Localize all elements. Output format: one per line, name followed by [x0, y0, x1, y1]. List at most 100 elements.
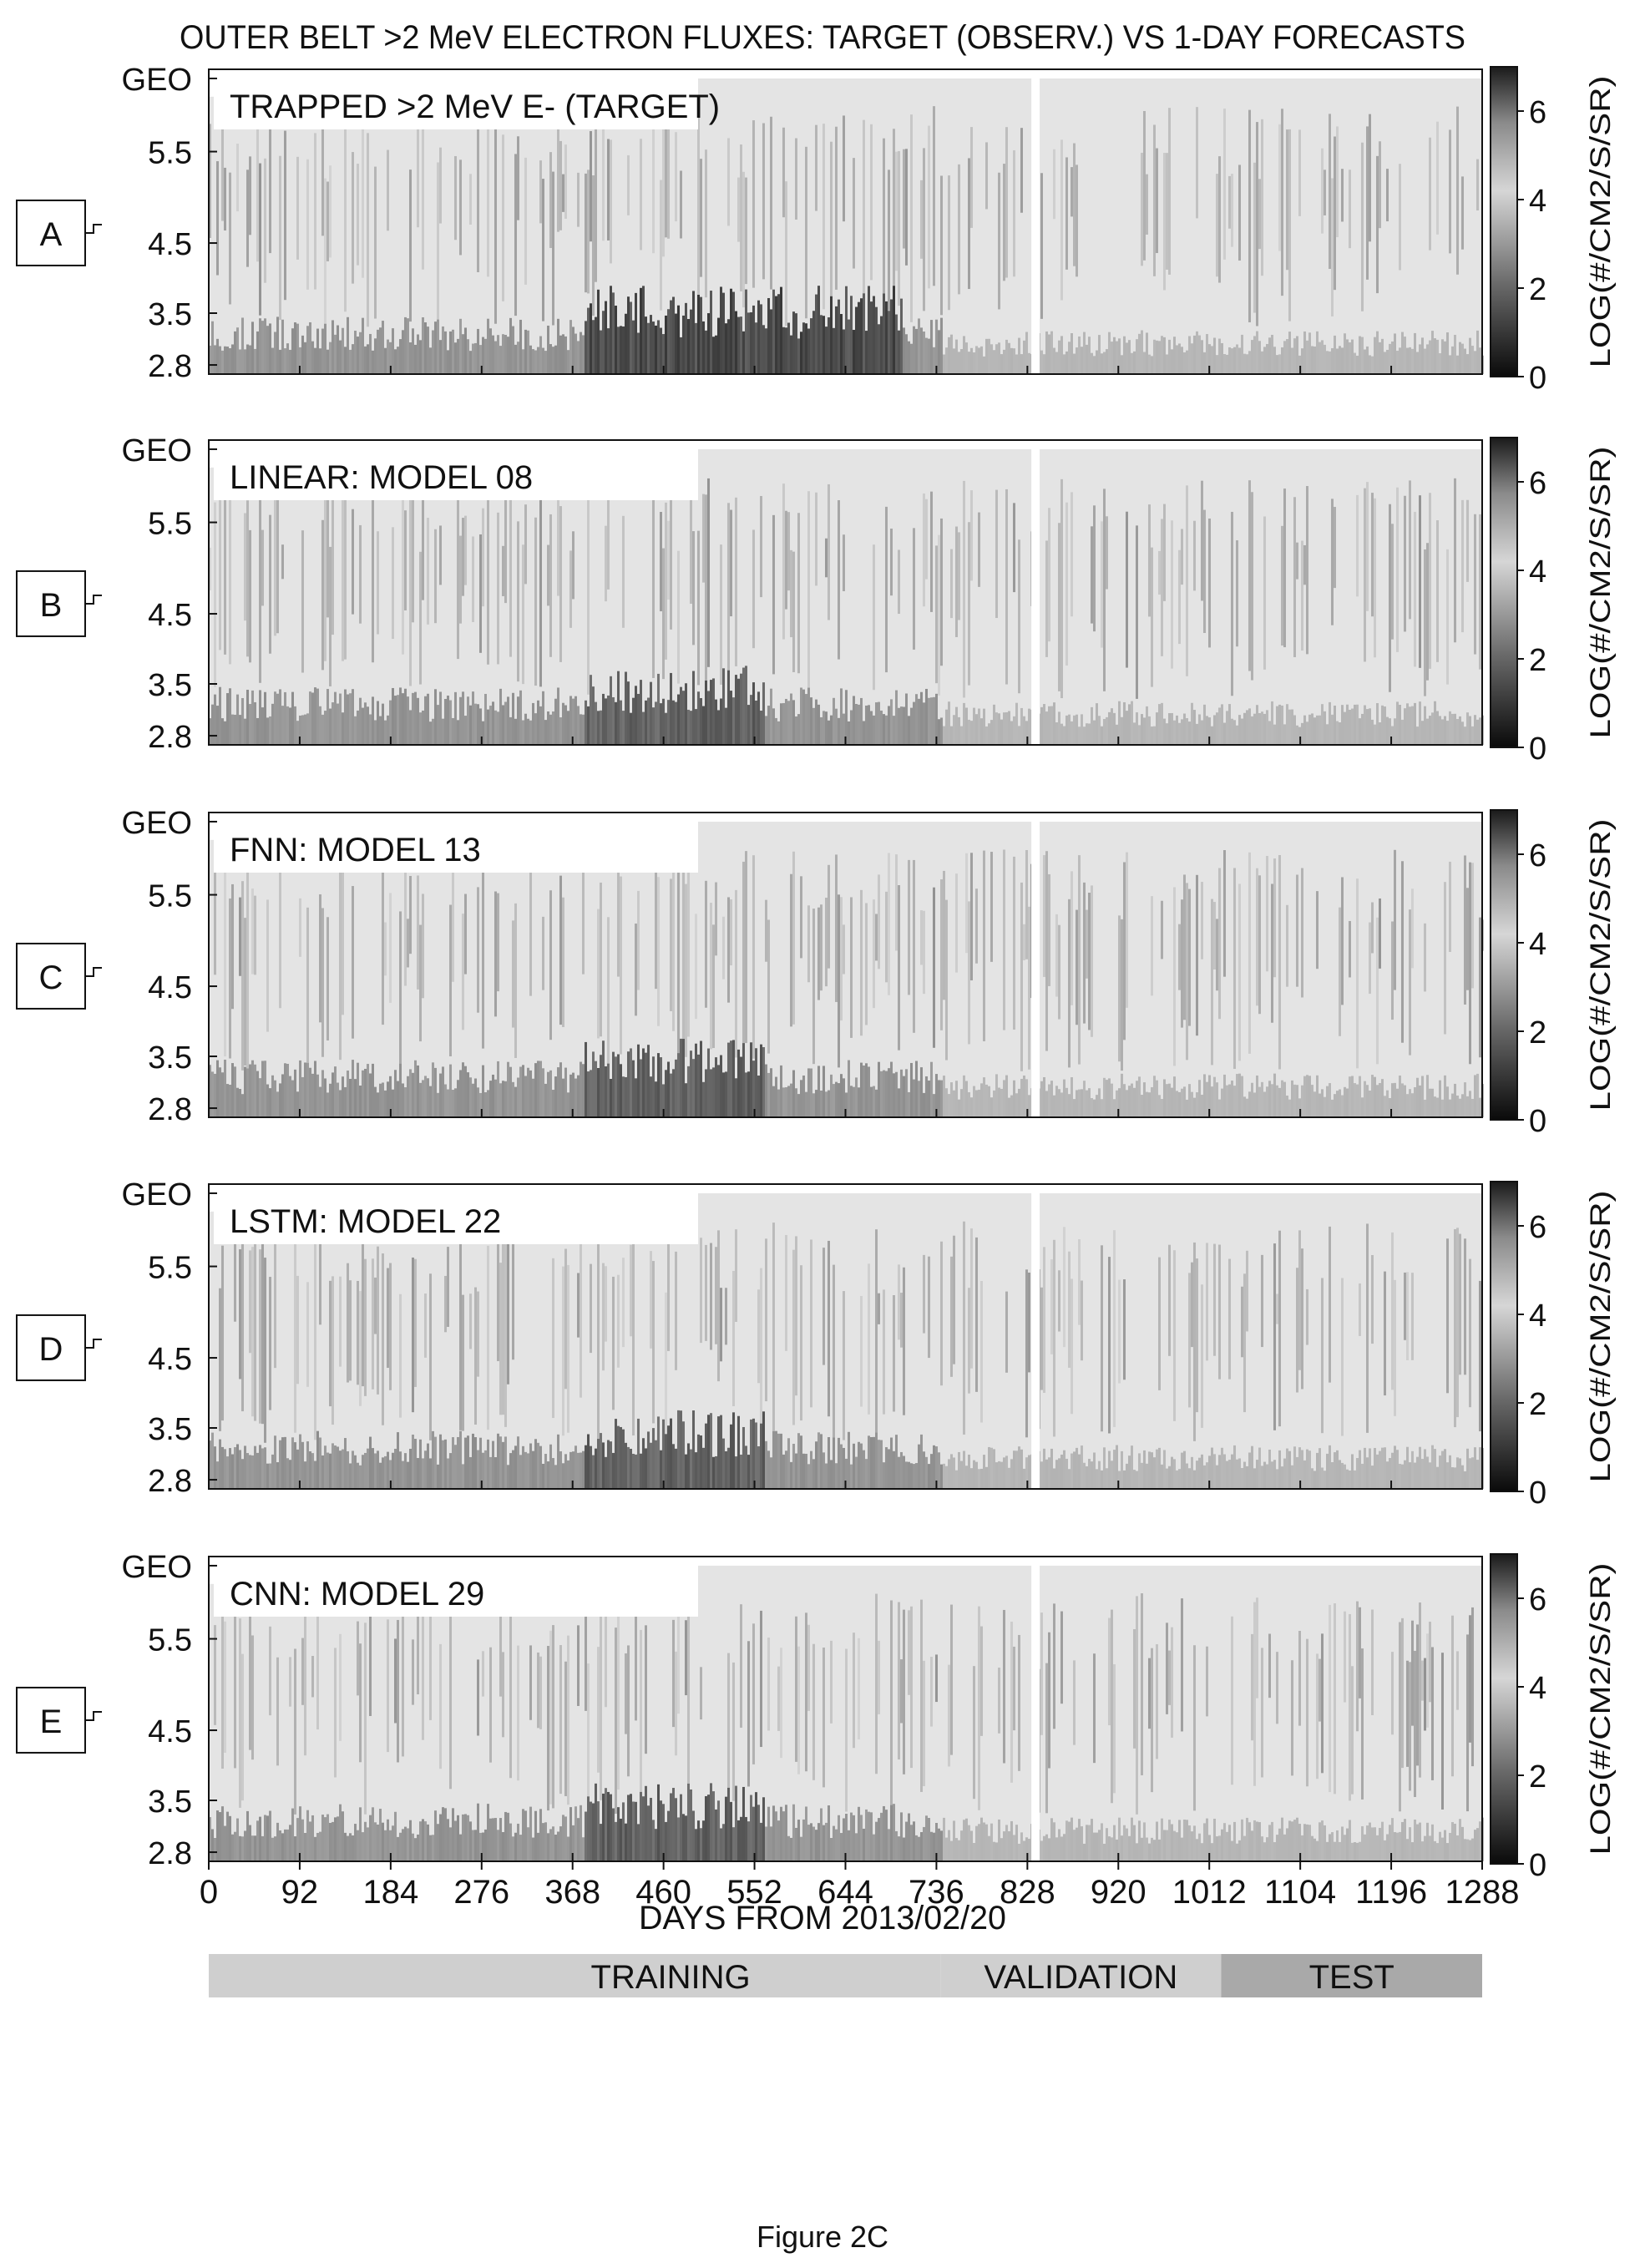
panel-letter: E	[40, 1704, 63, 1740]
colorbar	[1490, 66, 1518, 377]
panel-letter-box	[16, 570, 86, 637]
y-tick-label: 3.5	[148, 1412, 192, 1447]
colorbar-tick-label: 6	[1529, 1210, 1546, 1245]
panel-letter-leader	[85, 223, 102, 234]
y-tick-label: 3.5	[148, 1785, 192, 1820]
data-gap	[1031, 1184, 1040, 1489]
colorbar-tick-label: 0	[1529, 1848, 1546, 1883]
y-tick-label: GEO	[122, 433, 192, 468]
data-gap	[1031, 440, 1040, 745]
y-tick-label: 4.5	[148, 1342, 192, 1377]
colorbar-tick-label: 2	[1529, 1387, 1546, 1422]
y-tick-label: 5.5	[148, 1251, 192, 1286]
colorbar-tick-label: 0	[1529, 1476, 1546, 1511]
panel-e: CNN: MODEL 29 GEO 5.5 4.5 3.5 2.8 E 6 4 2 0 LOG(#/C…	[16, 1550, 1617, 1883]
y-tick-label: 2.8	[148, 349, 192, 384]
x-axis-label: DAYS FROM 2013/02/20	[639, 1900, 1006, 1936]
x-tick-label: 1196	[1355, 1874, 1427, 1911]
y-tick-label: 5.5	[148, 507, 192, 542]
x-tick-label: 184	[362, 1874, 418, 1911]
colorbar-tick-label: 4	[1529, 1671, 1546, 1706]
panel-letter-leader	[85, 1338, 102, 1349]
no-data-region	[599, 813, 1483, 822]
heatmap-texture	[209, 849, 1484, 1117]
period-segment	[209, 1954, 941, 1997]
colorbar-tick-label: 6	[1529, 1582, 1546, 1617]
colorbar-label: LOG(#/CM2/S/SR)	[1585, 819, 1617, 1111]
colorbar-tick-label: 2	[1529, 1015, 1546, 1050]
y-tick-label: 2.8	[148, 720, 192, 755]
panel-label: LSTM: MODEL 22	[230, 1203, 501, 1240]
x-tick-label: 1288	[1445, 1874, 1520, 1911]
period-label: TEST	[1309, 1959, 1394, 1996]
period-segment	[1221, 1954, 1482, 1997]
panel-letter: A	[40, 216, 63, 253]
colorbar	[1490, 437, 1518, 748]
panel-letter-leader	[85, 1710, 102, 1721]
panel-b: LINEAR: MODEL 08 GEO 5.5 4.5 3.5 2.8 B 6 4 2 0 LOG(…	[16, 433, 1617, 767]
panel-d: LSTM: MODEL 22 GEO 5.5 4.5 3.5 2.8 D 6 4 2 0 LOG(#/…	[16, 1177, 1617, 1511]
y-tick-label: 3.5	[148, 1040, 192, 1076]
panel-label: TRAPPED >2 MeV E- (TARGET)	[230, 89, 720, 125]
x-tick-label: 644	[817, 1874, 873, 1911]
x-tick-label: 460	[635, 1874, 691, 1911]
y-tick-label: 4.5	[148, 598, 192, 633]
panel-letter: C	[39, 959, 63, 996]
colorbar-label: LOG(#/CM2/S/SR)	[1585, 76, 1617, 368]
panel-letter-box	[16, 1314, 86, 1381]
heatmap-texture	[209, 106, 1484, 374]
y-tick-label: 5.5	[148, 136, 192, 171]
panel-label-box	[214, 442, 698, 500]
figure-caption: Figure 2C	[756, 2220, 889, 2254]
colorbar-tick-label: 4	[1529, 184, 1546, 219]
panel-label-box	[214, 1186, 698, 1244]
period-label: TRAINING	[591, 1959, 751, 1996]
panel-letter: B	[40, 587, 63, 624]
period-label: VALIDATION	[984, 1959, 1177, 1996]
panel-letter-leader	[85, 966, 102, 977]
chart-title: OUTER BELT >2 MeV ELECTRON FLUXES: TARGE…	[180, 19, 1465, 56]
colorbar-tick-label: 2	[1529, 272, 1546, 307]
colorbar-tick-label: 0	[1529, 1104, 1546, 1139]
panel-letter-box	[16, 942, 86, 1010]
no-data-region	[599, 1184, 1483, 1193]
heatmap-texture	[209, 1592, 1484, 1861]
colorbar-tick-label: 4	[1529, 554, 1546, 590]
x-tick-label: 552	[726, 1874, 782, 1911]
data-gap	[1031, 69, 1040, 374]
colorbar-tick-label: 0	[1529, 732, 1546, 767]
colorbar-tick-label: 4	[1529, 927, 1546, 962]
colorbar-label: LOG(#/CM2/S/SR)	[1585, 1191, 1617, 1483]
y-tick-label: 4.5	[148, 970, 192, 1005]
no-data-region	[599, 69, 1483, 78]
x-tick-label: 828	[1000, 1874, 1055, 1911]
colorbar	[1490, 1553, 1518, 1865]
y-tick-label: 5.5	[148, 879, 192, 914]
y-tick-label: 2.8	[148, 1092, 192, 1127]
y-tick-label: 5.5	[148, 1623, 192, 1658]
y-tick-label: GEO	[122, 1177, 192, 1212]
colorbar	[1490, 1181, 1518, 1492]
x-tick-label: 1104	[1264, 1874, 1336, 1911]
colorbar-tick-label: 2	[1529, 1759, 1546, 1795]
y-tick-label: 3.5	[148, 297, 192, 332]
colorbar-tick-label: 0	[1529, 361, 1546, 396]
y-tick-label: GEO	[122, 806, 192, 841]
no-data-region	[599, 440, 1483, 449]
colorbar-tick-label: 6	[1529, 95, 1546, 130]
x-tick-label: 736	[909, 1874, 964, 1911]
panel-letter-box	[16, 199, 86, 266]
x-tick-label: 368	[544, 1874, 600, 1911]
y-tick-label: GEO	[122, 1550, 192, 1585]
panel-a: TRAPPED >2 MeV E- (TARGET) GEO 5.5 4.5 3.5 2.…	[16, 63, 1617, 396]
colorbar-tick-label: 4	[1529, 1299, 1546, 1334]
x-tick-label: 0	[200, 1874, 218, 1911]
panel-letter-leader	[85, 594, 102, 605]
colorbar	[1490, 809, 1518, 1121]
x-tick-label: 920	[1091, 1874, 1146, 1911]
colorbar-tick-label: 2	[1529, 643, 1546, 678]
y-tick-label: 3.5	[148, 668, 192, 703]
panel-label-box	[214, 1558, 698, 1617]
colorbar-label: LOG(#/CM2/S/SR)	[1585, 447, 1617, 739]
y-tick-label: 2.8	[148, 1836, 192, 1871]
